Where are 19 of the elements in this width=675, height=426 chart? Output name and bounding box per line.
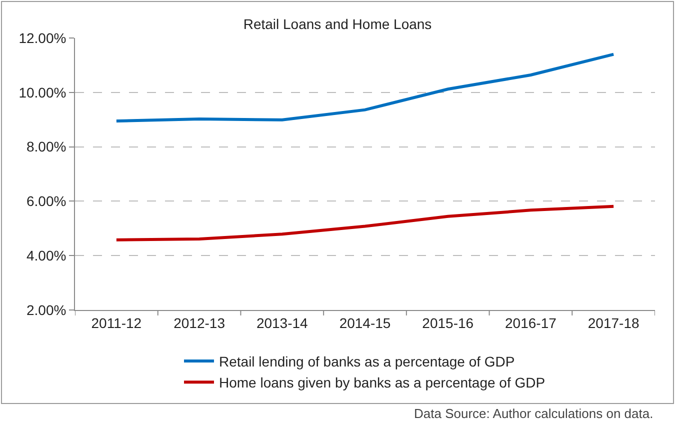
x-tick-label: 2014-15: [339, 314, 391, 331]
legend-label: Home loans given by banks as a percentage of GDP: [219, 374, 546, 391]
y-tick-label: 12.00%: [18, 30, 66, 46]
x-tick-label: 2013-14: [256, 314, 308, 331]
legend-label: Retail lending of banks as a percentage of GDP: [219, 353, 515, 370]
line-series: [114, 52, 616, 122]
x-tick-label: 2016-17: [505, 314, 557, 331]
y-tick-label: 8.00%: [26, 138, 66, 155]
y-tick-label: 4.00%: [26, 248, 66, 264]
chart-title: Retail Loans and Home Loans: [243, 16, 432, 32]
x-tick-label: 2011-12: [91, 314, 142, 331]
x-tick-label: 2015-16: [422, 314, 474, 331]
x-tick-label: 2012-13: [174, 314, 226, 331]
y-tick-label: 10.00%: [18, 84, 66, 100]
y-tick-label: 6.00%: [26, 193, 66, 210]
line-series: [114, 204, 616, 242]
x-tick-label: 2017-18: [588, 314, 640, 331]
source-note: Data Source: Author calculations on data.: [414, 406, 654, 421]
y-tick-label: 2.00%: [26, 302, 66, 318]
